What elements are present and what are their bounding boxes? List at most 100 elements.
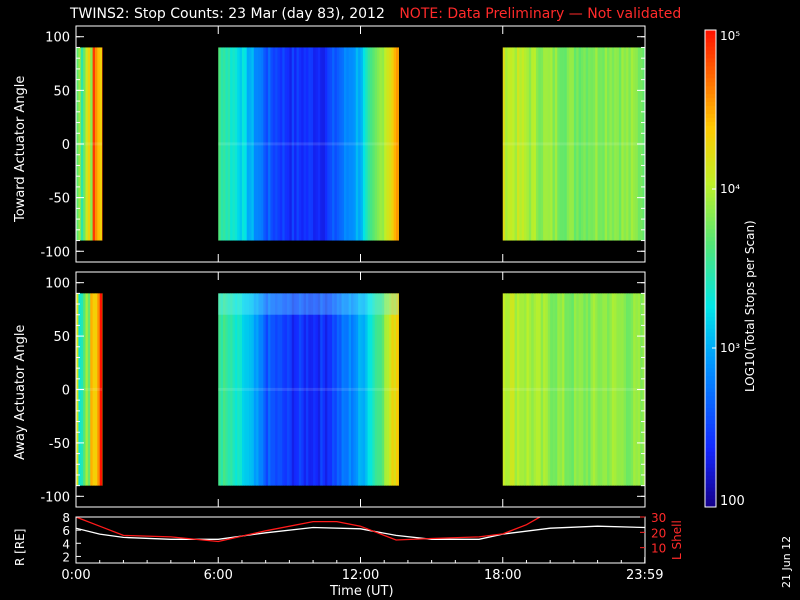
colorbar-cell <box>705 73 716 79</box>
heatmap-column <box>272 47 276 241</box>
colorbar-cell <box>705 284 716 289</box>
heatmap-column <box>346 293 350 486</box>
heatmap-column <box>268 47 271 241</box>
heatmap-column <box>289 293 293 486</box>
heatmap-column <box>90 47 93 241</box>
heatmap-column <box>265 47 269 241</box>
heatmap-column <box>519 293 523 486</box>
colorbar-cell <box>705 451 716 456</box>
heatmap-column <box>559 47 563 241</box>
colorbar-cell <box>705 351 716 357</box>
heatmap-column <box>597 47 601 241</box>
colorbar-frame <box>704 29 717 508</box>
time-tick-label: 0:00 <box>61 568 90 583</box>
colorbar-cell <box>705 200 716 206</box>
heatmap-column <box>353 47 357 241</box>
heatmap-column <box>614 47 617 241</box>
heatmap-column <box>609 47 613 241</box>
colorbar-cell <box>705 177 716 182</box>
heatmap-column <box>301 293 304 486</box>
heatmap-column <box>585 293 589 486</box>
heatmap-column <box>237 47 240 241</box>
heatmap-column <box>526 47 530 241</box>
colorbar-cell <box>705 280 716 285</box>
heatmap-column <box>623 47 627 241</box>
time-tick-label: 18:00 <box>484 568 521 583</box>
heatmap-column <box>391 293 395 486</box>
heatmap-column <box>339 47 342 241</box>
heatmap-column <box>396 293 399 486</box>
heatmap-column <box>607 293 610 486</box>
heatmap-column <box>310 47 314 241</box>
colorbar-cell <box>705 53 716 59</box>
heatmap-column <box>372 293 376 486</box>
heatmap-column <box>512 293 515 486</box>
heatmap-column <box>611 47 615 241</box>
heatmap-column <box>265 293 269 486</box>
heatmap-column <box>270 47 274 241</box>
colorbar-cell <box>705 189 716 194</box>
heatmap-column <box>343 293 347 486</box>
heatmap-column <box>618 293 622 486</box>
heatmap-column <box>97 47 101 241</box>
heatmap-column <box>220 47 224 241</box>
heatmap-column <box>272 293 276 486</box>
colorbar-cell <box>705 125 716 130</box>
heatmap-column <box>362 47 366 241</box>
colorbar-cell <box>705 359 716 365</box>
y-tick-label: -100 <box>40 490 70 505</box>
heatmap-column <box>308 293 312 486</box>
colorbar-cell <box>705 65 716 71</box>
colorbar-cell <box>705 312 716 317</box>
heatmap-column <box>557 47 561 241</box>
heatmap-column <box>571 47 575 241</box>
heatmap-column <box>533 47 537 241</box>
heatmap-column <box>626 293 629 486</box>
heatmap-column <box>246 293 250 486</box>
heatmap-column <box>633 47 636 241</box>
heatmap-column <box>519 47 523 241</box>
heatmap-column <box>381 47 385 241</box>
colorbar-cell <box>705 455 716 460</box>
radius-tick-label: 8 <box>62 511 70 525</box>
heatmap-column <box>609 293 613 486</box>
heatmap-column <box>258 293 262 486</box>
colorbar-cell <box>705 204 716 210</box>
heatmap-column <box>621 293 625 486</box>
heatmap-column <box>531 293 534 486</box>
colorbar-cell <box>705 93 716 99</box>
colorbar-cell <box>705 292 716 297</box>
colorbar-tick-label: 100 <box>720 494 745 509</box>
heatmap-column <box>367 47 371 241</box>
colorbar-cell <box>705 248 716 254</box>
toward-panel <box>75 25 646 263</box>
heatmap-column <box>351 47 354 241</box>
heatmap-column <box>353 293 357 486</box>
heatmap-column <box>507 47 511 241</box>
heatmap-column <box>251 293 255 486</box>
heatmap-column <box>308 47 312 241</box>
colorbar-cell <box>705 141 716 146</box>
y-tick-label: -50 <box>49 437 70 452</box>
colorbar-cell <box>705 387 716 393</box>
heatmap-column <box>377 293 380 486</box>
heatmap-column <box>543 293 546 486</box>
y-tick-label: 50 <box>53 330 70 345</box>
zero-angle-band <box>218 142 399 146</box>
heatmap-column <box>547 47 551 241</box>
heatmap-column <box>246 47 250 241</box>
heatmap-column <box>232 293 236 486</box>
colorbar-cell <box>705 77 716 83</box>
heatmap-column <box>604 293 608 486</box>
heatmap-column <box>616 293 620 486</box>
heatmap-column <box>547 293 551 486</box>
colorbar-cell <box>705 503 716 508</box>
heatmap-column <box>225 47 229 241</box>
y-tick-label: 50 <box>53 84 70 99</box>
colorbar-cell <box>705 101 716 107</box>
heatmap-column <box>538 293 542 486</box>
colorbar-cell <box>705 328 716 333</box>
heatmap-column <box>232 47 236 241</box>
heatmap-column <box>597 293 601 486</box>
heatmap-column <box>97 293 101 486</box>
